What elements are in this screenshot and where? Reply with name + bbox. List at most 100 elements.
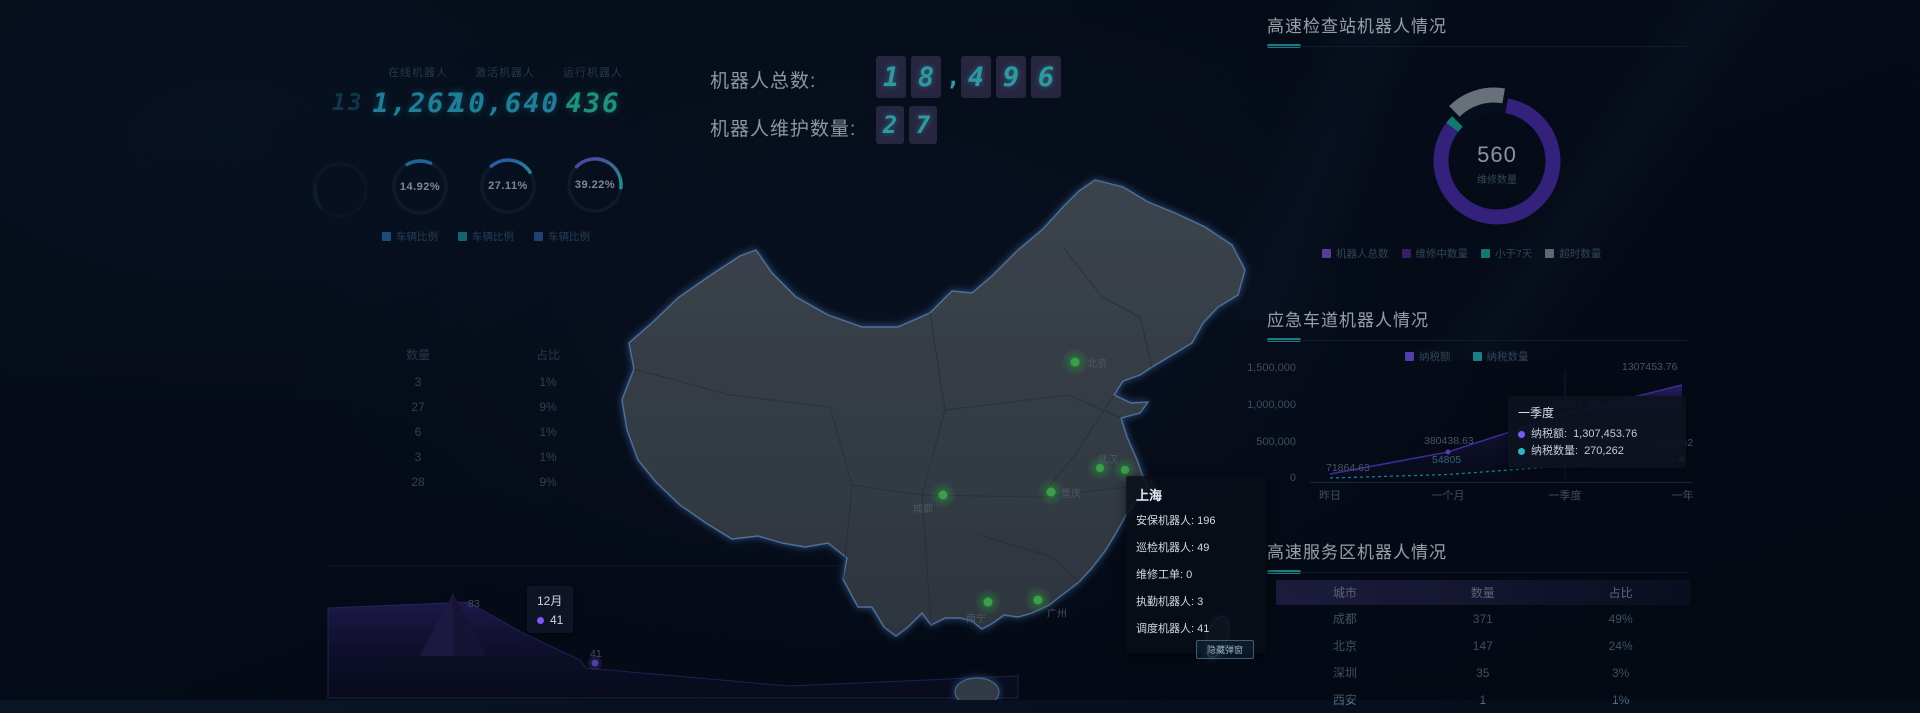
legend-label: 机器人总数 — [1336, 248, 1389, 260]
city-label[interactable]: 武汉 — [1098, 455, 1118, 466]
cell: 3 — [414, 374, 422, 389]
cell: 9% — [539, 399, 557, 414]
legend-item[interactable]: 机器人总数 — [1322, 246, 1389, 261]
table-row: 3 1% — [358, 444, 618, 469]
mini-chart-point-label: 41 — [590, 648, 602, 660]
legend-swatch — [458, 232, 467, 241]
tooltip-city: 上海 — [1136, 488, 1163, 503]
x-tick: 昨日 — [1319, 490, 1341, 502]
gauge-ring-partial — [308, 158, 372, 222]
series-dot — [537, 616, 544, 624]
gauge-ring-3: 39.22% — [563, 153, 627, 217]
y-tick: 1,000,000 — [1247, 399, 1296, 411]
city-marker-wuhan — [1087, 455, 1113, 481]
x-axis — [1310, 482, 1692, 483]
city-label[interactable]: 成都 — [913, 504, 933, 515]
title-divider — [1267, 46, 1687, 47]
cell: 1% — [539, 449, 557, 464]
city-marker-chengdu — [929, 481, 957, 509]
emergency-panel-title: 应急车道机器人情况 — [1267, 311, 1429, 330]
legend-swatch — [534, 232, 543, 241]
maintenance-robots-label: 机器人维护数量: — [710, 119, 857, 140]
title-divider — [1267, 572, 1687, 573]
checkpoint-donut-chart — [1433, 87, 1561, 225]
legend-label: 车辆比例 — [548, 231, 590, 243]
tooltip-row: 调度机器人: 41 — [1136, 623, 1210, 635]
gauge-legend: 车辆比例 车辆比例 车辆比例 — [382, 229, 590, 244]
cell-pct: 3% — [1611, 665, 1630, 680]
legend-label: 车辆比例 — [396, 231, 438, 243]
city-label[interactable]: 广州 — [1047, 609, 1067, 620]
row-label: 维修工单 — [1136, 569, 1180, 581]
gauge-value: 27.11% — [488, 180, 528, 192]
mini-chart-tooltip: 12月 41 — [527, 586, 574, 633]
legend-item[interactable]: 超时数量 — [1545, 246, 1601, 261]
tooltip-row: 巡检机器人: 49 — [1136, 542, 1210, 554]
cell-city: 北京 — [1332, 639, 1357, 653]
legend-item[interactable]: 车辆比例 — [534, 229, 590, 244]
donut-center: 560 维修数量 — [1452, 142, 1542, 186]
x-tick: 一个月 — [1431, 490, 1465, 502]
stat-value: 10,640 — [450, 88, 560, 119]
cell-pct: 49% — [1608, 611, 1633, 626]
tooltip-row: 维修工单: 0 — [1136, 569, 1193, 581]
digit: 1 — [876, 56, 906, 98]
city-label[interactable]: 北京 — [1087, 359, 1107, 370]
digit: 7 — [909, 106, 937, 144]
legend-swatch — [382, 232, 391, 241]
data-label: 71864.63 — [1326, 462, 1370, 474]
digit: 8 — [911, 56, 941, 98]
service-panel-title: 高速服务区机器人情况 — [1267, 543, 1447, 562]
legend-item[interactable]: 小于7天 — [1481, 246, 1532, 261]
cell-city: 深圳 — [1332, 666, 1357, 680]
row-value: 196 — [1197, 515, 1216, 527]
service-area-table: 城市 数量 占比 成都 371 49% 北京 147 24% 深圳 35 3% … — [1276, 580, 1690, 713]
row-label: 调度机器人 — [1136, 623, 1191, 635]
hide-popup-button[interactable]: 隐藏弹窗 — [1196, 640, 1254, 659]
series-dot — [1518, 431, 1525, 438]
mini-chart-point-label: 83 — [468, 598, 480, 610]
data-label: 380438.63 — [1424, 435, 1474, 447]
row-value: 0 — [1186, 569, 1193, 581]
digit: 9 — [996, 56, 1026, 98]
donut-center-label: 维修数量 — [1477, 175, 1517, 186]
legend-swatch — [1481, 249, 1490, 258]
table-row: 深圳 35 3% — [1276, 659, 1690, 686]
legend-label: 纳税数量 — [1486, 351, 1529, 363]
donut-legend: 机器人总数 维修中数量 小于7天 超时数量 — [1322, 246, 1601, 261]
legend-item[interactable]: 车辆比例 — [382, 229, 438, 244]
stat-value-partial: 13 — [332, 90, 364, 116]
city-label[interactable]: 南宁 — [966, 614, 986, 625]
legend-swatch — [1472, 352, 1482, 361]
legend-item[interactable]: 纳税额 — [1405, 349, 1451, 364]
city-marker-beijing — [1061, 348, 1089, 376]
legend-item[interactable]: 纳税数量 — [1472, 349, 1529, 364]
city-marker-nanning — [974, 588, 1002, 616]
tooltip-title: 12月 — [537, 594, 563, 608]
digit: 6 — [1031, 56, 1061, 98]
tooltip-title: 一季度 — [1518, 406, 1555, 420]
table-row: 28 9% — [358, 469, 618, 494]
stat-label: 在线机器人 — [388, 67, 448, 79]
cell: 1% — [539, 424, 557, 439]
city-label[interactable]: 重庆 — [1061, 489, 1081, 500]
legend-item[interactable]: 车辆比例 — [458, 229, 514, 244]
tooltip-value: 41 — [550, 613, 564, 627]
x-tick: 一年 — [1671, 490, 1694, 502]
stat-label: 激活机器人 — [475, 67, 535, 79]
city-marker-chongqing — [1037, 478, 1065, 506]
row-value: 3 — [1197, 596, 1204, 608]
legend-item[interactable]: 维修中数量 — [1401, 246, 1468, 261]
table-row: 3 1% — [358, 369, 618, 394]
data-label: 1307453.76 — [1622, 361, 1678, 373]
row-label: 巡检机器人 — [1136, 542, 1191, 554]
row-value: 41 — [1197, 623, 1210, 635]
row-value: 1,307,453.76 — [1573, 428, 1638, 440]
row-value: 49 — [1197, 542, 1210, 554]
legend-label: 纳税额 — [1419, 351, 1451, 363]
stat-value: 436 — [565, 88, 621, 119]
donut-center-value: 560 — [1477, 142, 1517, 167]
cell-city: 成都 — [1332, 612, 1357, 626]
gauge-value: 39.22% — [574, 179, 616, 191]
series-dot — [1518, 448, 1525, 455]
